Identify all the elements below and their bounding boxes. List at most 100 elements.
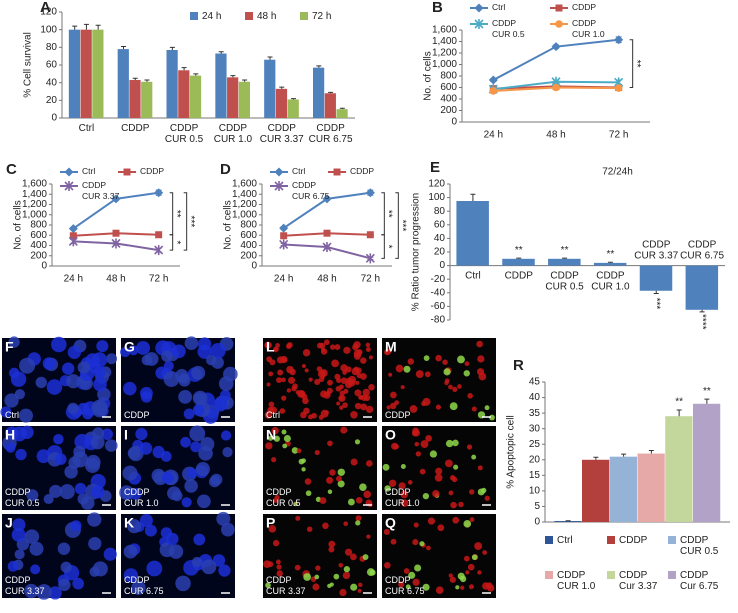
cell (353, 349, 362, 358)
y-tick-label: -60 (431, 301, 446, 312)
cell (421, 401, 427, 407)
cell (105, 439, 118, 452)
cell (281, 429, 287, 435)
cell (355, 367, 362, 374)
significance: *** (651, 298, 662, 310)
marker (274, 181, 284, 191)
significance: ** (607, 249, 615, 260)
significance: ** (171, 210, 182, 218)
cell (218, 376, 234, 391)
cell (210, 343, 226, 359)
micrograph (2, 425, 118, 510)
error-bar (704, 398, 710, 404)
cell (336, 401, 341, 406)
cell (444, 459, 453, 468)
cell (58, 578, 71, 592)
x-tick-label: CDDP (505, 270, 534, 281)
y-tick-label: 600 (30, 230, 47, 241)
cell (343, 521, 349, 527)
legend-label: CDDP CUR 0.5 (680, 535, 719, 557)
micrograph-caption-line: CUR 6.75 (124, 586, 164, 596)
x-tick-label-line: CUR 1.0 (214, 134, 253, 145)
x-tick-label-line: CDDP (316, 123, 345, 134)
cell (463, 555, 470, 562)
y-tick-label: 1,000 (432, 59, 457, 70)
x-tick-label: CDDP CUR 0.5 (165, 123, 204, 145)
cell (275, 559, 281, 565)
cell (414, 441, 420, 447)
marker (279, 239, 289, 250)
y-tick-label: 1,000 (232, 209, 257, 220)
marker (274, 167, 284, 177)
error-bar (132, 77, 138, 81)
cell (294, 564, 301, 571)
cell (316, 342, 323, 349)
cell (415, 370, 424, 379)
cell (265, 442, 273, 450)
cell (464, 361, 470, 367)
bar (264, 59, 276, 118)
cell (273, 346, 279, 353)
marker (64, 181, 74, 191)
cell (198, 446, 213, 461)
cell (316, 366, 323, 372)
cell (482, 550, 488, 555)
y-tick-label: 800 (240, 220, 257, 231)
cell (484, 495, 490, 501)
error-bar (83, 23, 89, 30)
y-tick-label: 1,400 (22, 189, 47, 200)
cell (4, 393, 19, 408)
cell (342, 370, 348, 375)
y-tick-label: 35 (529, 408, 541, 419)
cell (408, 571, 416, 579)
bar (92, 29, 104, 119)
cell (64, 465, 78, 479)
cell (24, 529, 40, 544)
bracket (183, 192, 188, 251)
legend-label: CDDP Cur 6.75 (680, 570, 719, 592)
cell (412, 539, 419, 546)
y-tick-label: 1,600 (432, 25, 457, 36)
y-tick-label: 25 (529, 439, 541, 450)
cell (336, 377, 342, 384)
y-tick-label: 0 (51, 113, 57, 124)
micrograph-caption-line: CDDP (124, 410, 150, 420)
cell (90, 435, 105, 450)
cell (60, 561, 72, 573)
cell (388, 479, 397, 487)
significance: ** (515, 245, 523, 256)
cell (419, 468, 426, 475)
significance: * (383, 245, 394, 249)
cell (359, 372, 367, 380)
cell (161, 350, 173, 362)
cell (24, 583, 39, 599)
bar (166, 49, 178, 118)
cell (383, 528, 390, 535)
y-tick-label: 120 (40, 7, 57, 18)
cell (119, 485, 134, 501)
legend-label-line: Ctrl (492, 2, 505, 12)
legend-label: CDDP (572, 2, 596, 12)
marker (69, 232, 77, 240)
x-tick-label-line: CDDP (219, 123, 248, 134)
cell (123, 568, 138, 583)
micrograph-caption: CDDP CUR 1.0 (124, 487, 159, 508)
cell (468, 584, 475, 590)
cell (449, 402, 458, 411)
bar (637, 453, 665, 522)
marker (280, 232, 288, 240)
x-tick-label-line: CUR 6.75 (680, 250, 724, 261)
cell (465, 570, 470, 575)
bar (287, 99, 299, 118)
cell (400, 499, 409, 507)
cell (384, 561, 391, 569)
x-tick-label: 72 h (149, 274, 168, 285)
cell (293, 502, 298, 507)
cell (266, 356, 273, 363)
panel-letter: K (124, 515, 134, 531)
cell (127, 446, 141, 460)
cell (303, 407, 310, 415)
cell (467, 563, 475, 571)
cell (320, 348, 328, 355)
error-bar (230, 75, 236, 78)
